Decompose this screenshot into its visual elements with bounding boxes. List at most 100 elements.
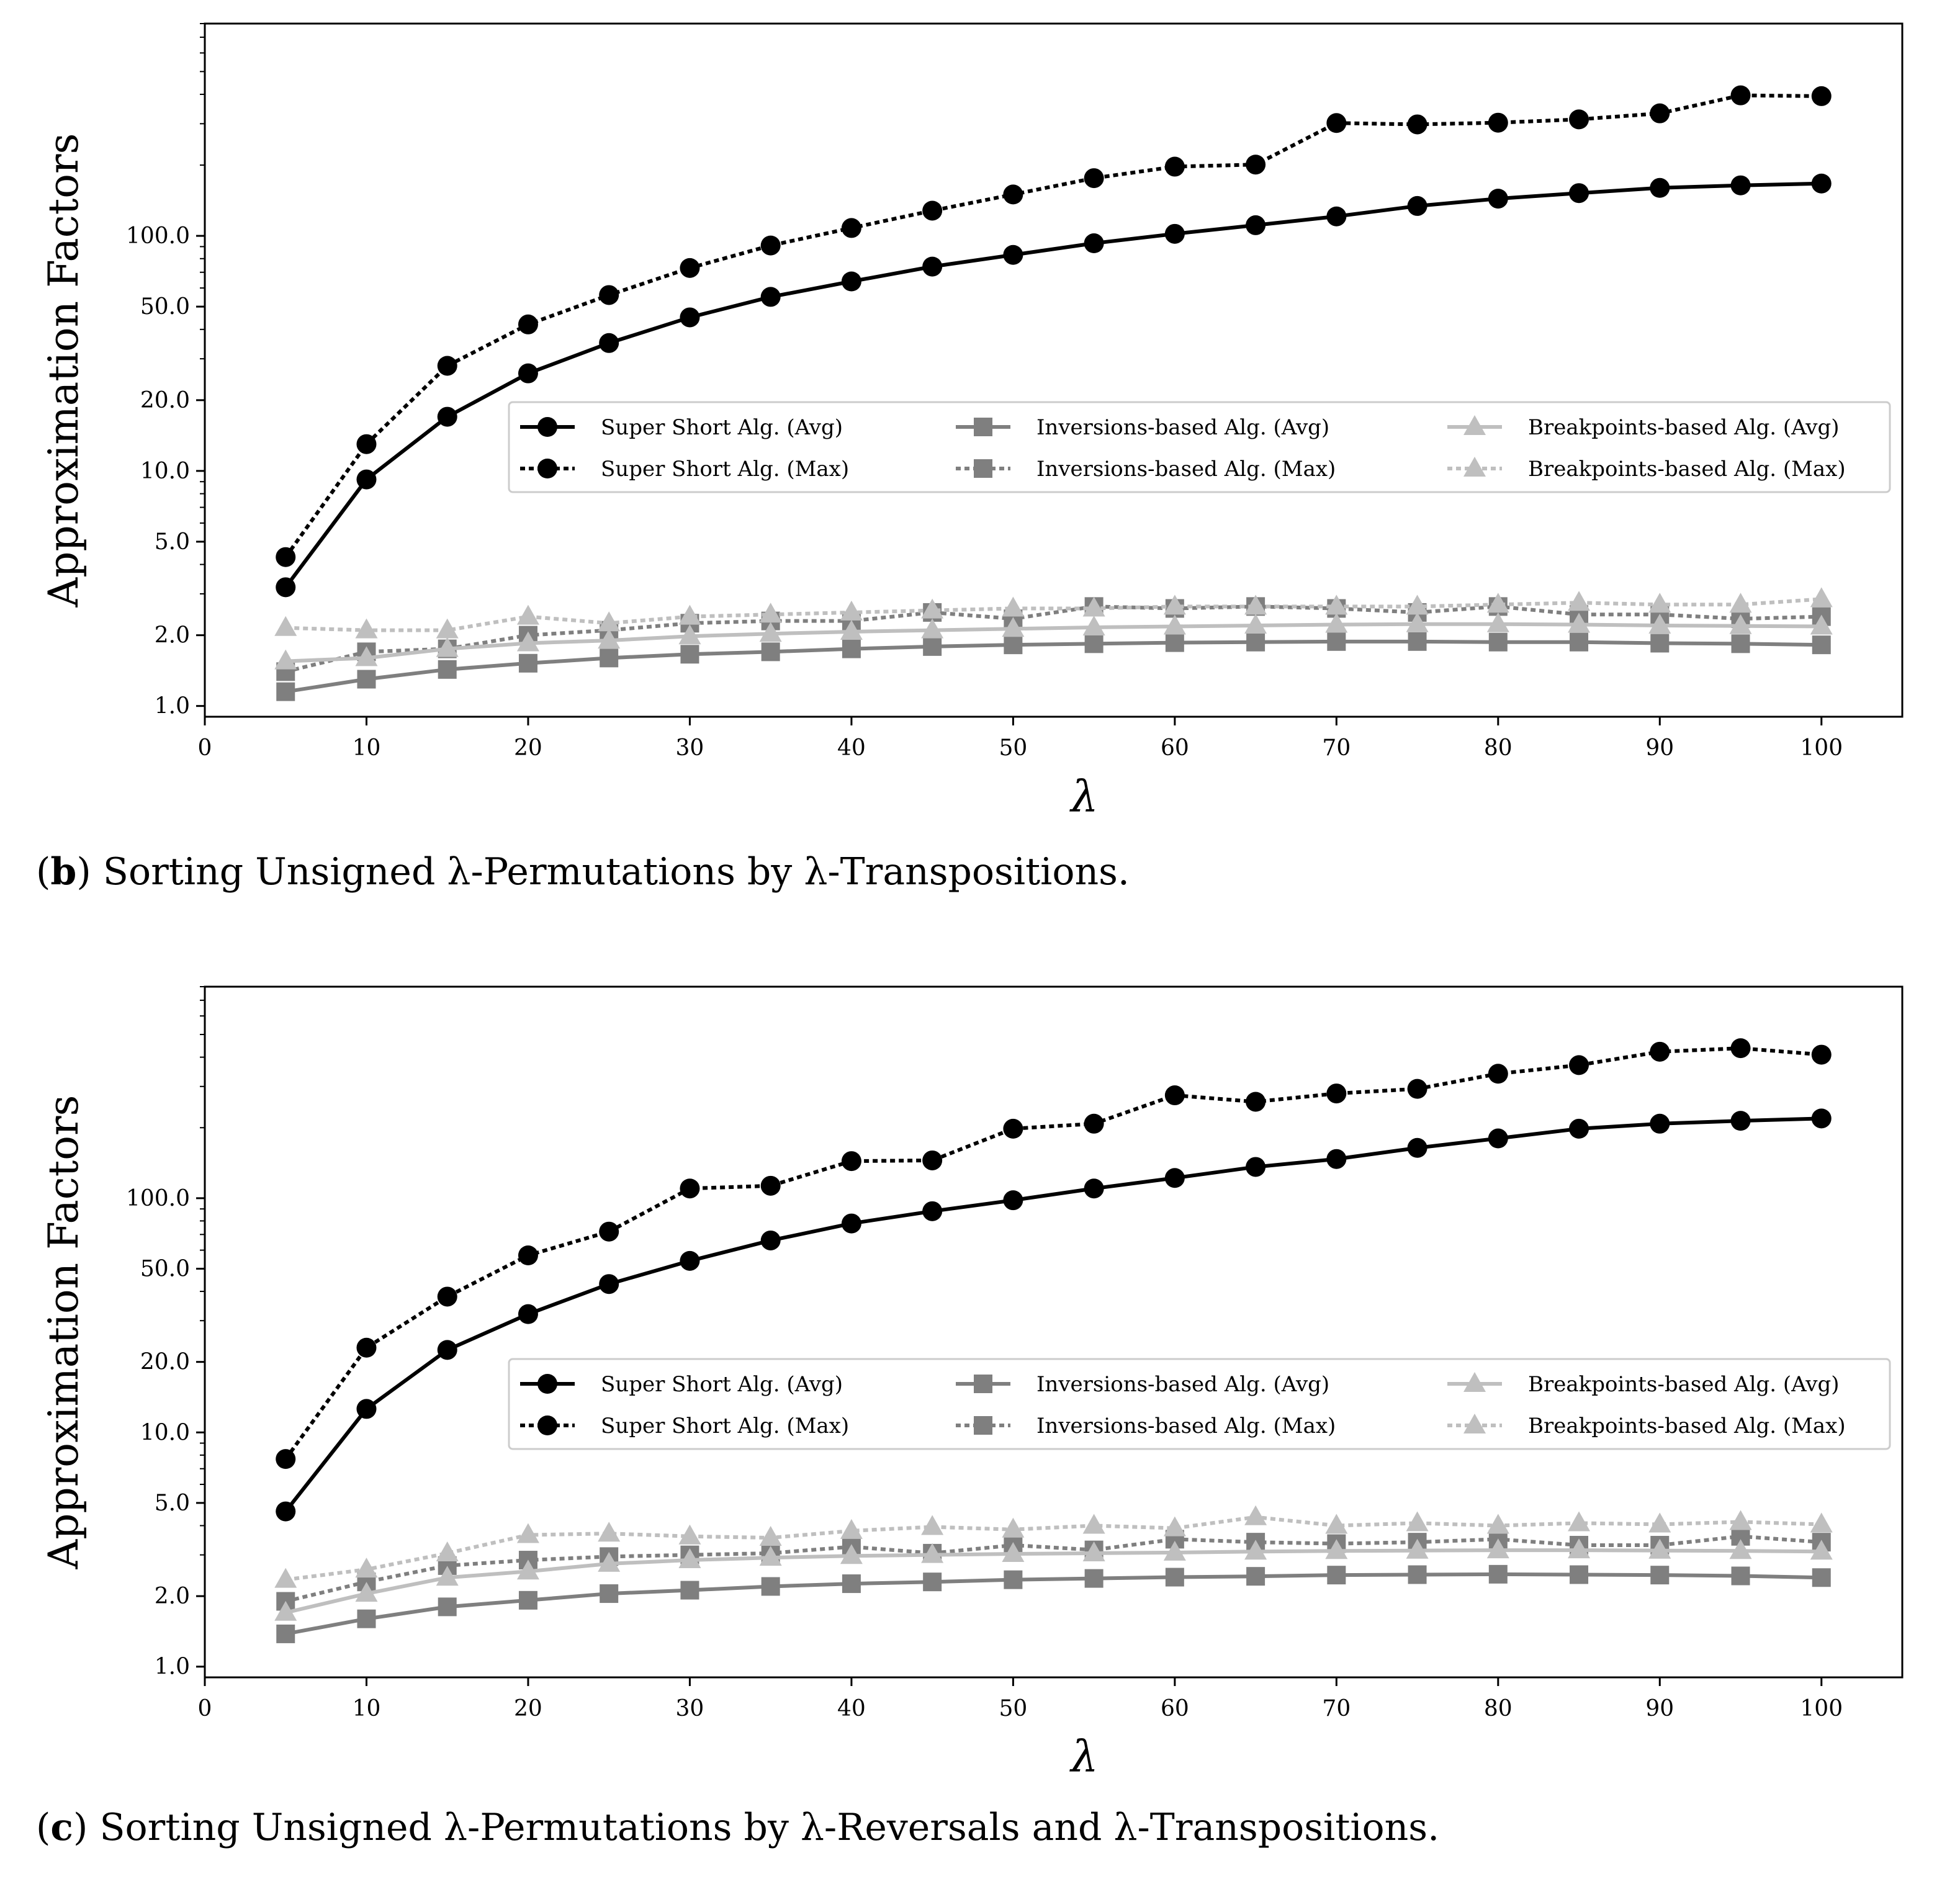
chart-c-series-4-line: [285, 1548, 1822, 1615]
chart-c-series-1-point: [1650, 1041, 1670, 1062]
chart-b-series-4-point: [1648, 613, 1671, 634]
chart-c-series-5-point: [1568, 1511, 1591, 1532]
chart-b-series-1-point: [1407, 114, 1427, 135]
chart-b-series-1-point: [1164, 156, 1185, 177]
chart-b-series-1: [276, 85, 1832, 567]
chart-b-series-1-point: [356, 434, 377, 454]
chart-b-series-5-point: [1002, 596, 1025, 617]
chart-b-series-0-line: [284, 181, 1822, 589]
chart-b-series-4-point: [274, 649, 297, 670]
chart-c-y-axis-label: Approximation Factors: [40, 1095, 88, 1570]
chart-b-series-1-point: [841, 218, 861, 238]
chart-b-series-0-point: [1407, 195, 1427, 216]
chart-b-series-1-point: [1326, 113, 1347, 133]
chart-c-series-1-point: [1003, 1118, 1023, 1139]
chart-c-series-1-point: [1488, 1064, 1508, 1084]
chart-b-series-0-point: [437, 406, 457, 427]
chart-c-legend-label-1: Super Short Alg. (Max): [601, 1414, 849, 1438]
chart-c-series-5: [274, 1505, 1833, 1588]
chart-b-series-2-point: [680, 645, 699, 664]
chart-b-series-2-point: [1327, 632, 1346, 651]
chart-b-series-5-point: [598, 611, 621, 632]
chart-b-series-0-point: [1246, 215, 1266, 235]
chart-c-series-0-point: [437, 1340, 457, 1360]
chart-c-series-5-point: [1244, 1505, 1267, 1525]
chart-c-x-tick-label: 50: [999, 1696, 1027, 1721]
chart-b-series-2-point: [1408, 632, 1427, 651]
chart-b-series-2-point: [1570, 632, 1589, 652]
chart-c-series-5-point: [1648, 1512, 1671, 1533]
chart-b-series-5-point: [840, 600, 863, 621]
chart-c-x-tick-label: 70: [1322, 1696, 1351, 1721]
chart-c-x-tick-label: 0: [198, 1696, 212, 1721]
chart-c-series-2-point: [1165, 1568, 1184, 1587]
chart-c-x-axis-label: λ: [1069, 1731, 1098, 1782]
chart-c-series-4: [274, 1538, 1833, 1621]
chart-b-series-0-point: [680, 307, 700, 328]
chart-b-legend-label-4: Breakpoints-based Alg. (Avg): [1528, 415, 1840, 440]
chart-c-series-4-point: [598, 1551, 621, 1572]
chart-c-series-2-point: [1408, 1565, 1427, 1584]
chart-b-x-tick-label: 60: [1161, 735, 1189, 761]
chart-c-series-1-point: [356, 1337, 377, 1358]
chart-c-series-2-point: [1650, 1566, 1670, 1585]
chart-b-series-2-point: [518, 653, 537, 673]
chart-c-series-0-point: [1164, 1168, 1185, 1188]
chart-c-series-1-point: [1569, 1055, 1589, 1075]
chart-b-x-axis-label: λ: [1069, 771, 1098, 822]
chart-c-series-4-point: [840, 1544, 863, 1564]
chart-c-series-2-point: [518, 1590, 537, 1610]
chart-b-series-1-point: [518, 314, 538, 334]
chart-c-series-4-point: [1002, 1542, 1025, 1563]
chart-b-y-tick-label: 20.0: [140, 388, 190, 413]
chart-b-series-2-point: [761, 642, 780, 662]
chart-c-series-2-point: [923, 1572, 942, 1592]
chart-b-series-4-point: [921, 618, 944, 639]
chart-b-series-1-point: [1003, 184, 1023, 205]
chart-b-series-0-point: [1164, 223, 1185, 244]
chart-b-series-0-point: [1003, 244, 1023, 265]
chart-b: 0 10 20 30 40 50 60 70 80 90 100 1.0 2.0 5.0 10.0 20.0 5…: [40, 22, 1904, 822]
chart-b-legend: Super Short Alg. (Avg) Super Short Alg. (…: [508, 401, 1891, 493]
chart-b-series-4: [274, 612, 1833, 670]
chart-b-legend-marker-4: [1463, 415, 1486, 435]
chart-b-series-5-point: [274, 616, 297, 636]
chart-c-series-4-point: [1406, 1538, 1429, 1559]
caption-c-text: Sorting Unsigned λ-Permutations by λ-Rev…: [99, 1806, 1440, 1849]
chart-b-series-4-point: [1406, 612, 1429, 632]
chart-b-series-4-point: [759, 622, 782, 642]
chart-b-series-5-point: [1810, 587, 1833, 608]
chart-b-x-tick-label: 80: [1484, 735, 1513, 761]
chart-b-series-2-point: [1650, 634, 1670, 653]
chart-b-series-0-point: [841, 271, 861, 292]
chart-b-series-0-point: [1326, 206, 1347, 227]
chart-b-legend-box: [508, 401, 1891, 493]
chart-b-series-4-point: [1325, 612, 1348, 633]
chart-b-series-1-point: [276, 547, 296, 567]
chart-c-legend-label-2: Inversions-based Alg. (Avg): [1036, 1372, 1329, 1397]
chart-b-series-2: [276, 632, 1831, 701]
chart-b-x-tick-label: 90: [1645, 735, 1674, 761]
chart-b-series-0: [276, 173, 1832, 598]
chart-b-legend-label-1: Super Short Alg. (Max): [601, 457, 849, 482]
chart-b-series-5-point: [436, 618, 459, 639]
chart-b-series-1-point: [1811, 86, 1832, 106]
chart-c-x-tick-label: 100: [1800, 1696, 1843, 1721]
chart-c-x-tick-label: 80: [1484, 1696, 1513, 1721]
chart-c-series-0-point: [1488, 1128, 1508, 1149]
chart-b-series-4-point: [598, 629, 621, 649]
chart-c-series-5-point: [274, 1568, 297, 1588]
chart-c-series-4-point: [1810, 1540, 1833, 1560]
chart-b-y-tick-label: 10.0: [140, 459, 190, 484]
chart-c-series-0-point: [1730, 1111, 1751, 1131]
chart-c-legend-label-4: Breakpoints-based Alg. (Avg): [1528, 1372, 1840, 1397]
chart-b-x-tick-label: 100: [1800, 735, 1843, 761]
chart-c-series-5-point: [840, 1518, 863, 1539]
chart-b-series-5-point: [921, 598, 944, 619]
chart-b-series-5-point: [1648, 593, 1671, 613]
chart-c-legend-label-3: Inversions-based Alg. (Max): [1036, 1414, 1336, 1438]
chart-b-series-5-point: [516, 604, 539, 625]
chart-c-series-5-point: [759, 1526, 782, 1546]
chart-c-series-1: [276, 1038, 1832, 1469]
chart-c-series-1-point: [276, 1449, 296, 1469]
